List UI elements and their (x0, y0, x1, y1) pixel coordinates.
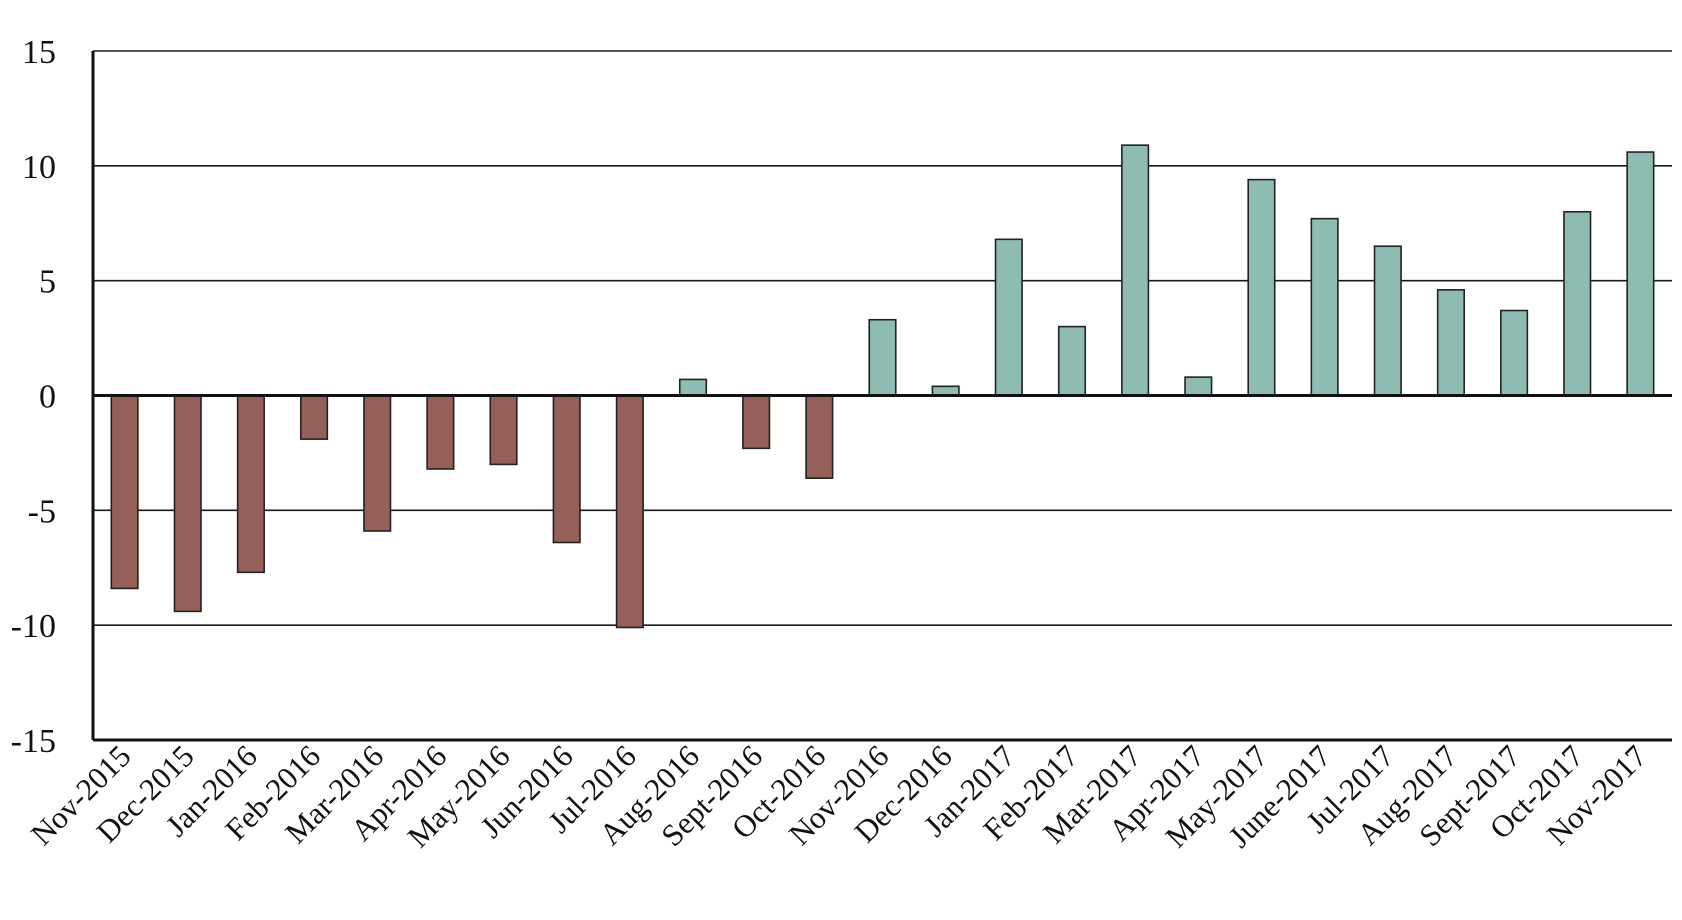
bar-mar-2016 (363, 394, 392, 532)
bar-apr-2016 (426, 394, 455, 470)
axes (91, 51, 1672, 742)
bar-feb-2016 (299, 394, 329, 440)
bar-may-2016 (489, 394, 518, 466)
bar-sept-2017 (1500, 309, 1529, 397)
bar-feb-2017 (1057, 325, 1087, 397)
bar-jan-2016 (236, 394, 265, 574)
y-tick-label: 5 (39, 264, 56, 301)
y-tick-labels: 15 10 5 0 -5 -10 -15 (11, 34, 56, 760)
bar-jul-2016 (615, 394, 644, 629)
bar-jun-2016 (552, 394, 581, 544)
bar-dec-2015 (173, 394, 202, 613)
bar-oct-2017 (1563, 210, 1592, 397)
bar-jul-2017 (1373, 245, 1402, 397)
bar-nov-2015 (110, 394, 139, 590)
bar-may-2017 (1247, 178, 1276, 397)
bar-sept-2016 (742, 394, 771, 450)
y-tick-label: -5 (28, 493, 56, 530)
y-tick-label: 10 (22, 149, 56, 186)
y-tick-label: -15 (11, 723, 56, 760)
bar-nov-2016 (868, 318, 897, 397)
x-tick-labels: Nov-2015Dec-2015Jan-2016Feb-2016Mar-2016… (24, 738, 1653, 854)
bar-mar-2017 (1121, 144, 1150, 397)
y-tick-label: 15 (22, 34, 56, 71)
bar-oct-2016 (805, 394, 834, 479)
bar-apr-2017 (1184, 376, 1213, 397)
bar-nov-2017 (1626, 151, 1655, 397)
bar-aug-2017 (1436, 289, 1466, 397)
y-tick-label: 0 (39, 379, 56, 416)
bar-june-2017 (1310, 217, 1339, 397)
y-tick-label: -10 (11, 608, 56, 645)
bar-jan-2017 (994, 238, 1023, 397)
bars (110, 144, 1655, 629)
bar-aug-2016 (678, 378, 708, 397)
